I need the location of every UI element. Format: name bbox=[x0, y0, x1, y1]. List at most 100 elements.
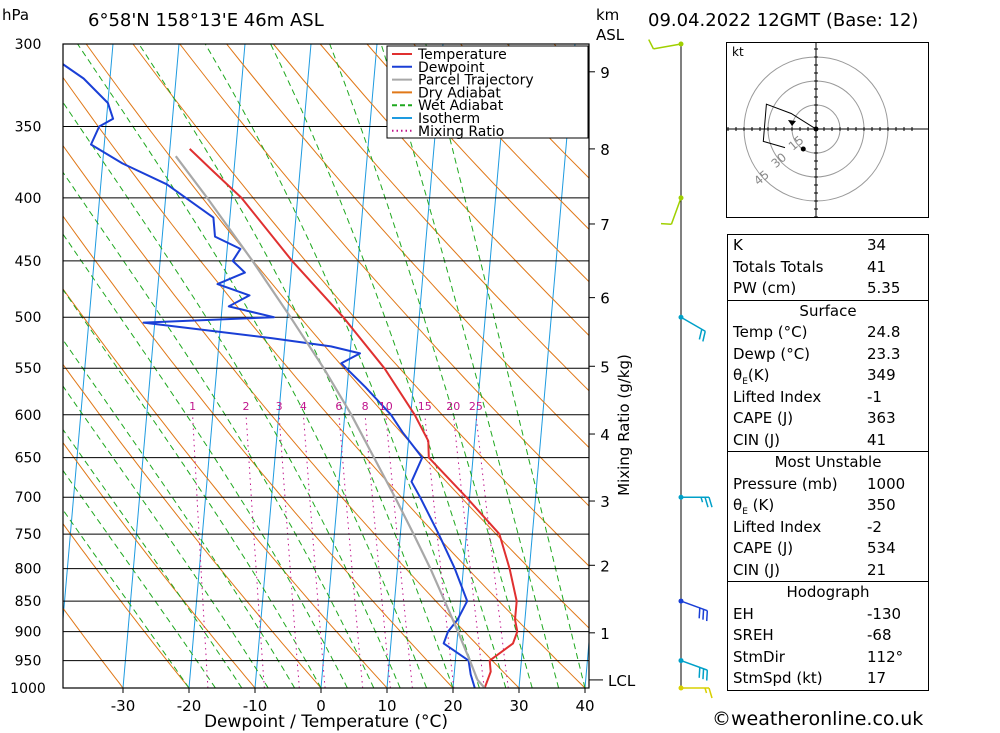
isotherm-line bbox=[188, 44, 246, 688]
x-tick-label: 10 bbox=[377, 697, 396, 715]
wet-adiabat-line bbox=[63, 288, 322, 688]
mu-cape-row: CAPE (J) 534 bbox=[728, 538, 928, 560]
mixing-ratio-label: 3 bbox=[276, 400, 283, 413]
surface-dewp-label: Dewp (°C) bbox=[733, 344, 811, 363]
mu-theta-symbol: θ bbox=[733, 496, 743, 514]
km-tick-label: 2 bbox=[600, 557, 610, 575]
mu-pressure-value: 1000 bbox=[867, 474, 906, 493]
wind-barb bbox=[648, 39, 684, 50]
location-title: 6°58'N 158°13'E 46m ASL bbox=[88, 10, 324, 31]
mixing-ratio-label: 15 bbox=[418, 400, 432, 413]
stmdir-label: StmDir bbox=[733, 647, 785, 666]
k-index-value: 34 bbox=[867, 236, 887, 254]
theta-sub: E bbox=[742, 377, 748, 387]
legend-entry: Wet Adiabat bbox=[418, 98, 504, 114]
totals-totals-value: 41 bbox=[867, 257, 887, 276]
surface-cape-row: CAPE (J) 363 bbox=[728, 408, 928, 430]
wet-adiabat-line bbox=[63, 509, 190, 688]
hodograph-ring-label: 45 bbox=[751, 168, 772, 189]
mu-li-value: -2 bbox=[867, 517, 882, 536]
surface-cin-label: CIN (J) bbox=[733, 430, 781, 449]
surface-cape-label: CAPE (J) bbox=[733, 409, 794, 427]
barb-half-flag bbox=[704, 687, 708, 694]
mu-theta-row: θE (K) 350 bbox=[728, 495, 928, 517]
wind-barb bbox=[660, 195, 684, 225]
dry-adiabat-line bbox=[413, 44, 589, 231]
hodograph-arrow bbox=[788, 120, 796, 126]
mu-theta-label: θE (K) bbox=[733, 495, 774, 517]
pressure-tick-label: 800 bbox=[15, 562, 42, 578]
surface-cin-row: CIN (J) 41 bbox=[728, 430, 928, 452]
pw-label: PW (cm) bbox=[733, 279, 797, 297]
km-tick-label: 6 bbox=[600, 290, 610, 308]
sreh-label: SREH bbox=[733, 626, 774, 644]
x-tick-label: 0 bbox=[316, 697, 326, 715]
hodograph-storm-motion bbox=[800, 146, 806, 152]
km-tick-label: 4 bbox=[600, 426, 610, 444]
mixing-ratio-label: 6 bbox=[335, 400, 342, 413]
k-index-row: K 34 bbox=[728, 235, 928, 257]
barb-staff bbox=[670, 197, 682, 225]
barb-flag bbox=[705, 670, 709, 681]
pressure-tick-label: 750 bbox=[15, 527, 42, 543]
datetime-title: 09.04.2022 12GMT (Base: 12) bbox=[648, 10, 919, 31]
dry-adiabat-line bbox=[63, 441, 256, 688]
wind-barbs bbox=[648, 39, 713, 699]
pressure-tick-label: 900 bbox=[15, 625, 42, 641]
barb-staff bbox=[680, 316, 706, 332]
stmdir-value: 112° bbox=[867, 647, 904, 666]
surface-li-row: Lifted Index -1 bbox=[728, 387, 928, 409]
dry-adiabat-line bbox=[63, 522, 190, 688]
mu-cape-label: CAPE (J) bbox=[733, 539, 794, 557]
barb-staff bbox=[680, 600, 708, 612]
hpa-label: hPa bbox=[2, 6, 29, 24]
dry-adiabat-line bbox=[132, 44, 589, 567]
isobars: 300 350 400 450 500 550 600 650 700 750 800 850 900 9… bbox=[10, 37, 589, 697]
parcel-trajectory-profile bbox=[174, 155, 486, 688]
mixing-ratio-labels: 1 2 3 4 6 8 10 15 20 25 bbox=[189, 400, 483, 413]
mixing-ratio-line bbox=[302, 414, 326, 688]
surface-theta-row: θE(K) 349 bbox=[728, 365, 928, 387]
mixing-ratio-line bbox=[338, 414, 364, 688]
dry-adiabat-line bbox=[319, 44, 589, 337]
theta-unit: (K) bbox=[747, 366, 770, 384]
mixing-ratio-line bbox=[278, 414, 300, 688]
axes: -30 -20 -10 0 10 20 30 40 1 2 3 4 5 6 7 8 9 LCL bbox=[111, 64, 636, 715]
dry-adiabat-line bbox=[63, 215, 454, 688]
wind-barb bbox=[678, 685, 713, 699]
indices-table: K 34 Totals Totals 41 PW (cm) 5.35 Surface … bbox=[727, 234, 929, 691]
legend-entry: Temperature bbox=[417, 47, 507, 63]
pressure-tick-label: 600 bbox=[15, 408, 42, 424]
pressure-tick-label: 300 bbox=[15, 37, 42, 53]
surface-li-label: Lifted Index bbox=[733, 387, 822, 406]
pw-value: 5.35 bbox=[867, 279, 901, 297]
mixing-ratio-label: 25 bbox=[469, 400, 483, 413]
x-tick-label: 30 bbox=[509, 697, 528, 715]
barb-flag bbox=[698, 329, 703, 340]
barb-station bbox=[678, 598, 684, 604]
mu-cin-row: CIN (J) 21 bbox=[728, 560, 928, 582]
wet-adiabat-line bbox=[63, 233, 348, 688]
copyright-footer[interactable]: ©weatheronline.co.uk bbox=[712, 708, 924, 730]
km-tick-label: 7 bbox=[600, 216, 610, 234]
dry-adiabat-line bbox=[63, 288, 388, 688]
surface-theta-label: θE(K) bbox=[733, 365, 769, 387]
sreh-row: SREH -68 bbox=[728, 625, 928, 647]
wind-barb bbox=[678, 598, 709, 622]
isotherm-line bbox=[584, 636, 589, 688]
hodograph-header: Hodograph bbox=[728, 581, 928, 604]
x-tick-label: -10 bbox=[243, 697, 268, 715]
km-tick-label: 3 bbox=[600, 493, 610, 511]
wet-adiabat-line bbox=[63, 171, 375, 688]
barb-flag bbox=[702, 609, 705, 620]
temperature-profile bbox=[189, 148, 519, 688]
surface-temp-label: Temp (°C) bbox=[733, 323, 808, 341]
surface-dewp-row: Dewp (°C) 23.3 bbox=[728, 344, 928, 366]
pressure-tick-label: 550 bbox=[15, 361, 42, 377]
dewpoint-profile bbox=[63, 63, 476, 688]
surface-dewp-value: 23.3 bbox=[867, 344, 901, 363]
hodograph-trace bbox=[762, 103, 817, 149]
mixing-ratio-line bbox=[245, 414, 265, 688]
pressure-tick-label: 400 bbox=[15, 191, 42, 207]
surface-cape-value: 363 bbox=[867, 409, 896, 427]
